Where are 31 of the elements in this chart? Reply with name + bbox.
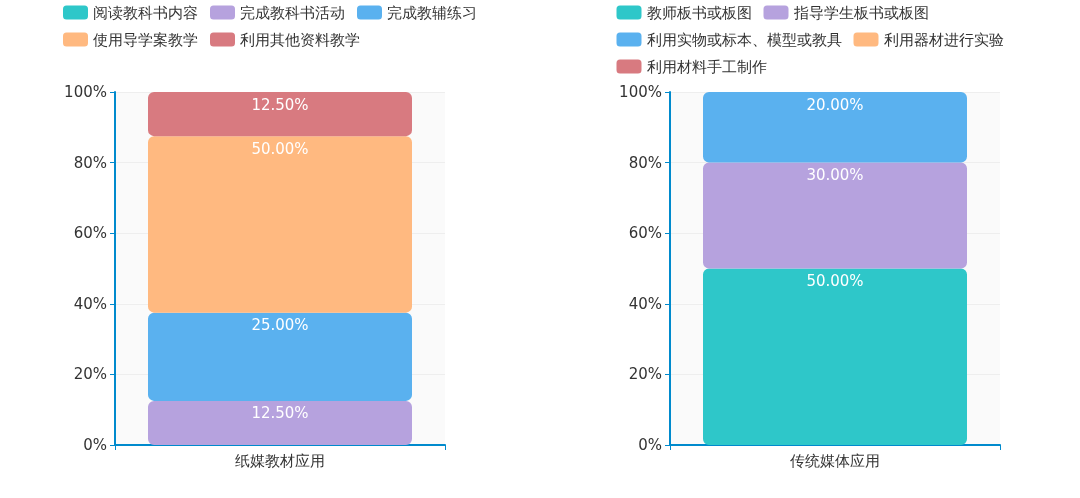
legend-label: 利用其他资料教学 — [240, 30, 360, 49]
legend-label: 阅读教科书内容 — [93, 3, 198, 22]
data-label: 12.50% — [251, 404, 309, 423]
legend-label: 指导学生板书或板图 — [792, 3, 929, 22]
y-tick-label: 100% — [64, 83, 107, 101]
y-tick-label: 60% — [628, 224, 662, 243]
data-label: 50.00% — [251, 139, 309, 158]
x-tick-label: 传统媒体应用 — [790, 451, 880, 470]
legend-label: 利用材料手工制作 — [646, 57, 767, 76]
y-tick-label: 80% — [73, 153, 107, 172]
data-label: 30.00% — [806, 166, 864, 185]
data-label: 25.00% — [251, 316, 309, 335]
legend-label: 利用器材进行实验 — [883, 30, 1004, 49]
legend-label: 完成教科书活动 — [240, 3, 345, 22]
data-label: 20.00% — [806, 95, 864, 114]
y-tick-label: 20% — [628, 365, 662, 384]
y-tick-label: 80% — [628, 153, 662, 172]
y-tick-label: 40% — [73, 294, 107, 313]
x-tick-label: 纸媒教材应用 — [235, 451, 325, 470]
data-label: 50.00% — [806, 272, 864, 290]
legend-label: 利用实物或标本、模型或教具 — [646, 30, 842, 49]
y-tick-label: 20% — [73, 365, 107, 384]
legend-label: 完成教辅练习 — [387, 3, 477, 22]
legend-label: 使用导学案教学 — [93, 30, 198, 49]
y-tick-label: 0% — [638, 436, 662, 454]
legend-label: 教师板书或板图 — [646, 3, 752, 22]
y-tick-label: 0% — [83, 436, 107, 454]
y-tick-label: 40% — [628, 294, 662, 313]
y-tick-label: 100% — [619, 83, 662, 101]
y-tick-label: 60% — [73, 224, 107, 243]
data-label: 12.50% — [251, 95, 309, 114]
